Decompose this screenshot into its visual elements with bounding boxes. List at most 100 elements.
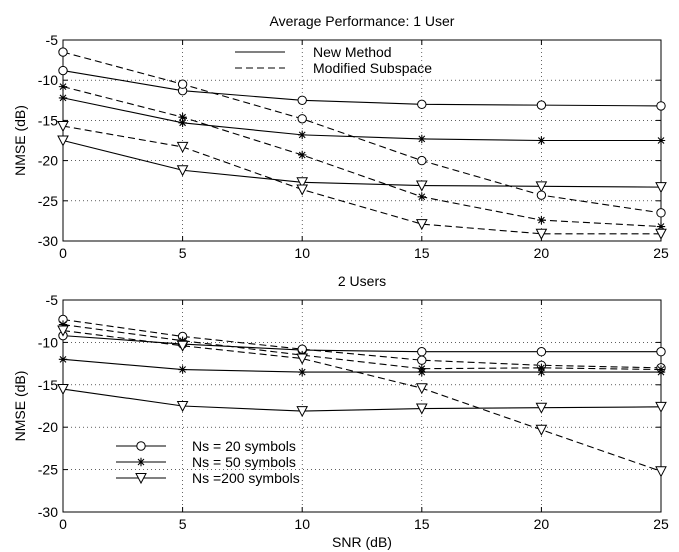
x-tick-label: 5 (179, 245, 187, 261)
x-tick-label: 25 (653, 516, 669, 532)
data-point-circle (656, 101, 666, 111)
data-point-star (656, 365, 666, 374)
legend-label: Ns = 20 symbols (192, 438, 296, 454)
legend-marker-star (136, 457, 146, 467)
y-tick-label: -5 (46, 292, 59, 308)
data-point-circle (417, 355, 427, 365)
data-point-star (58, 320, 68, 329)
data-point-star (178, 118, 187, 128)
data-point-circle (297, 95, 307, 106)
chart-title: Average Performance: 1 User (270, 13, 455, 29)
series-subspace-circle (58, 314, 666, 373)
series-subspace-triangle (57, 121, 667, 240)
series-line (62, 70, 662, 107)
data-point-triangle (535, 402, 548, 414)
series-line (62, 324, 662, 371)
data-point-triangle (296, 177, 309, 189)
y-tick-label: -10 (38, 72, 58, 88)
x-tick-label: 5 (179, 516, 187, 532)
data-point-triangle (415, 383, 428, 395)
data-point-star (417, 134, 426, 144)
series-line (62, 335, 661, 353)
series-line (62, 97, 661, 142)
series-subspace-circle (58, 47, 666, 218)
data-point-circle (177, 79, 188, 89)
y-tick-label: -25 (38, 193, 58, 209)
legend-marker-circle (136, 441, 146, 451)
data-point-star (58, 82, 68, 91)
chart-title: 2 Users (338, 273, 386, 289)
series-subspace-triangle (57, 325, 667, 478)
y-axis-label: NMSE (dB) (12, 371, 28, 442)
data-point-star (417, 364, 426, 373)
data-point-triangle (57, 135, 69, 147)
series-line (62, 86, 662, 228)
series-line (62, 318, 662, 369)
y-tick-label: -5 (46, 32, 59, 48)
data-point-star (178, 112, 187, 122)
data-point-triangle (655, 182, 667, 194)
data-point-circle (58, 47, 68, 57)
data-point-triangle (655, 401, 667, 413)
y-tick-label: -30 (38, 233, 58, 249)
data-point-circle (58, 65, 68, 76)
data-point-triangle (296, 406, 309, 418)
data-point-circle (417, 347, 427, 357)
data-point-circle (417, 99, 427, 110)
series-new-triangle (57, 135, 667, 194)
data-point-triangle (535, 424, 548, 436)
x-tick-label: 15 (414, 245, 430, 261)
series-line (62, 139, 662, 188)
x-tick-label: 25 (653, 245, 669, 261)
x-axis-label: SNR (dB) (332, 534, 392, 550)
data-point-triangle (655, 466, 667, 478)
data-point-triangle (57, 384, 69, 396)
data-point-star (537, 136, 546, 145)
data-point-star (417, 192, 426, 201)
y-axis-label: NMSE (dB) (12, 105, 28, 176)
data-point-circle (297, 114, 307, 124)
subplot-2: 0 5 10 15 20 25 -5 -10 -15 -20 -25 -30 2 Users NMSE (… (12, 273, 669, 550)
data-point-triangle (296, 184, 309, 196)
data-point-circle (536, 190, 547, 200)
data-point-triangle (415, 180, 428, 192)
legend-marker-triangle (135, 473, 147, 485)
data-point-triangle (655, 228, 667, 240)
data-point-triangle (535, 228, 548, 240)
legend-label: Modified Subspace (313, 60, 432, 76)
data-point-star (537, 363, 546, 373)
series-line (62, 125, 661, 235)
series-subspace-star (58, 320, 666, 374)
data-point-star (178, 336, 187, 345)
series-new-triangle (57, 384, 667, 418)
data-point-star (298, 367, 307, 377)
series-subspace-star (58, 82, 666, 231)
data-point-triangle (57, 121, 69, 133)
x-tick-label: 15 (414, 516, 430, 532)
data-point-star (656, 222, 666, 231)
data-point-triangle (415, 219, 428, 231)
series-line (62, 388, 662, 412)
data-point-circle (417, 155, 427, 166)
data-point-triangle (296, 353, 309, 365)
y-tick-label: -15 (38, 377, 58, 393)
legend-label: Ns = 50 symbols (192, 454, 296, 470)
data-point-triangle (176, 340, 189, 352)
data-point-star (178, 365, 187, 374)
subplot-1: 0 5 10 15 20 25 -5 -10 -15 -20 -25 -30 Average Perfo… (12, 13, 669, 261)
data-point-star (58, 93, 68, 103)
series-new-circle (58, 65, 666, 111)
data-point-triangle (415, 403, 428, 415)
y-tick-label: -20 (38, 419, 58, 435)
y-tick-label: -25 (38, 462, 58, 478)
data-point-triangle (57, 325, 69, 337)
x-tick-label: 10 (294, 516, 310, 532)
y-tick-label: -30 (38, 504, 58, 520)
x-tick-label: 0 (59, 516, 67, 532)
y-tick-label: -20 (38, 153, 58, 169)
data-point-star (656, 136, 666, 145)
series-new-star (58, 93, 666, 145)
